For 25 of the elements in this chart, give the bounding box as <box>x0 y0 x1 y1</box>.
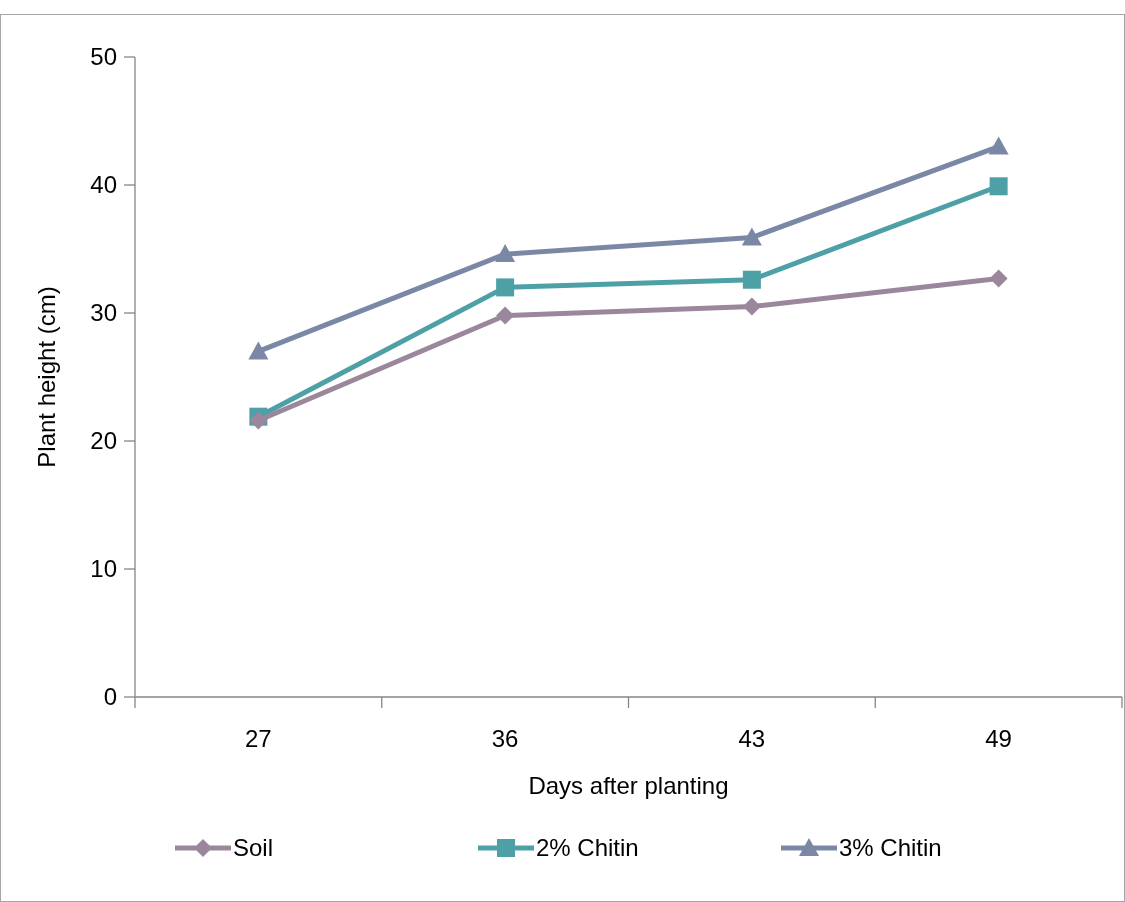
point <box>742 297 761 316</box>
point <box>496 278 515 297</box>
point <box>742 270 761 289</box>
y-tick-label: 0 <box>103 683 117 711</box>
y-tick-label: 40 <box>90 171 117 199</box>
legend-label: 2% Chitin <box>536 834 639 862</box>
point <box>248 341 269 360</box>
y-tick-label: 10 <box>90 555 117 583</box>
point <box>249 411 268 430</box>
y-tick-label: 50 <box>90 43 117 71</box>
x-axis-title: Days after planting <box>528 772 729 799</box>
point <box>988 136 1009 155</box>
point <box>741 227 762 246</box>
y-tick-label: 30 <box>90 299 117 327</box>
point <box>495 244 516 263</box>
y-tick-label: 20 <box>90 427 117 455</box>
x-tick-label: 36 <box>491 725 519 752</box>
y-axis-title: Plant height (cm) <box>33 286 60 468</box>
legend-label: 3% Chitin <box>839 834 942 862</box>
x-tick-label: 49 <box>985 725 1012 752</box>
point <box>989 177 1008 196</box>
legend-label: Soil <box>233 834 274 862</box>
x-tick-label: 27 <box>245 725 272 752</box>
x-tick-label: 43 <box>738 725 766 752</box>
point <box>989 269 1008 288</box>
